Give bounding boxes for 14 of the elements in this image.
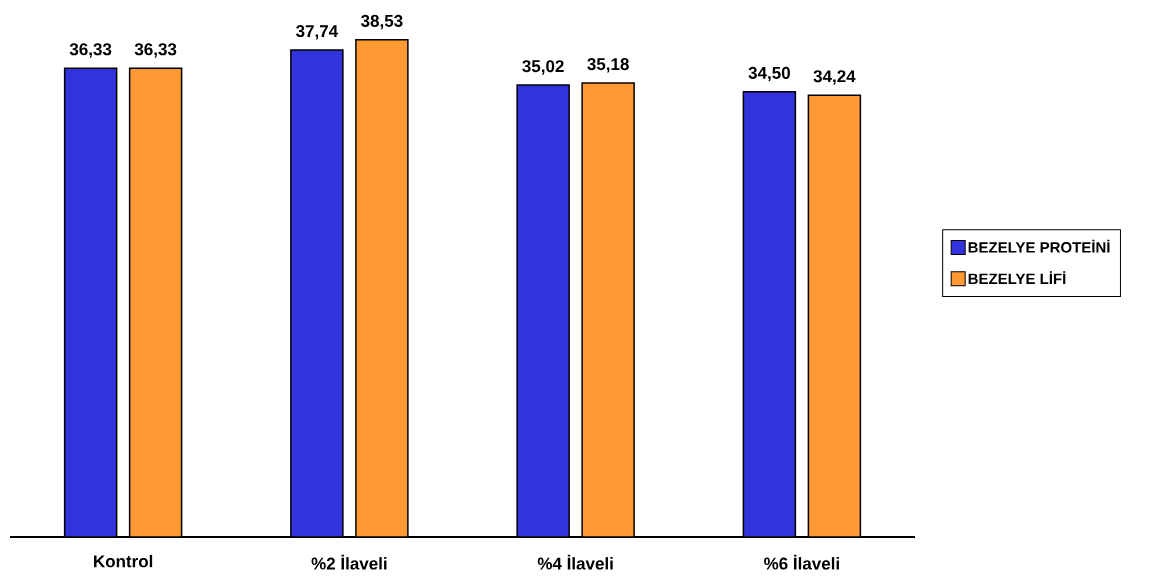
x-tick-label: %2 İlaveli	[311, 554, 387, 570]
data-label: 38,53	[361, 14, 403, 30]
x-tick-label: Kontrol	[94, 554, 153, 568]
data-label: 34,50	[748, 66, 790, 82]
data-label: 34,24	[813, 70, 856, 85]
data-label: 36,33	[69, 43, 112, 58]
x-tick-label: %4 İlaveli	[537, 554, 613, 570]
data-label: 36,33	[134, 43, 177, 58]
x-tick-label: %6 İlaveli	[764, 554, 839, 570]
data-label: 35,02	[522, 60, 564, 75]
data-label: 37,74	[296, 25, 339, 40]
legend-label: BEZELYE LİFİ	[968, 271, 1066, 284]
data-label: 35,18	[587, 58, 629, 73]
legend-label: BEZELYE PROTEİNİ	[968, 239, 1110, 253]
